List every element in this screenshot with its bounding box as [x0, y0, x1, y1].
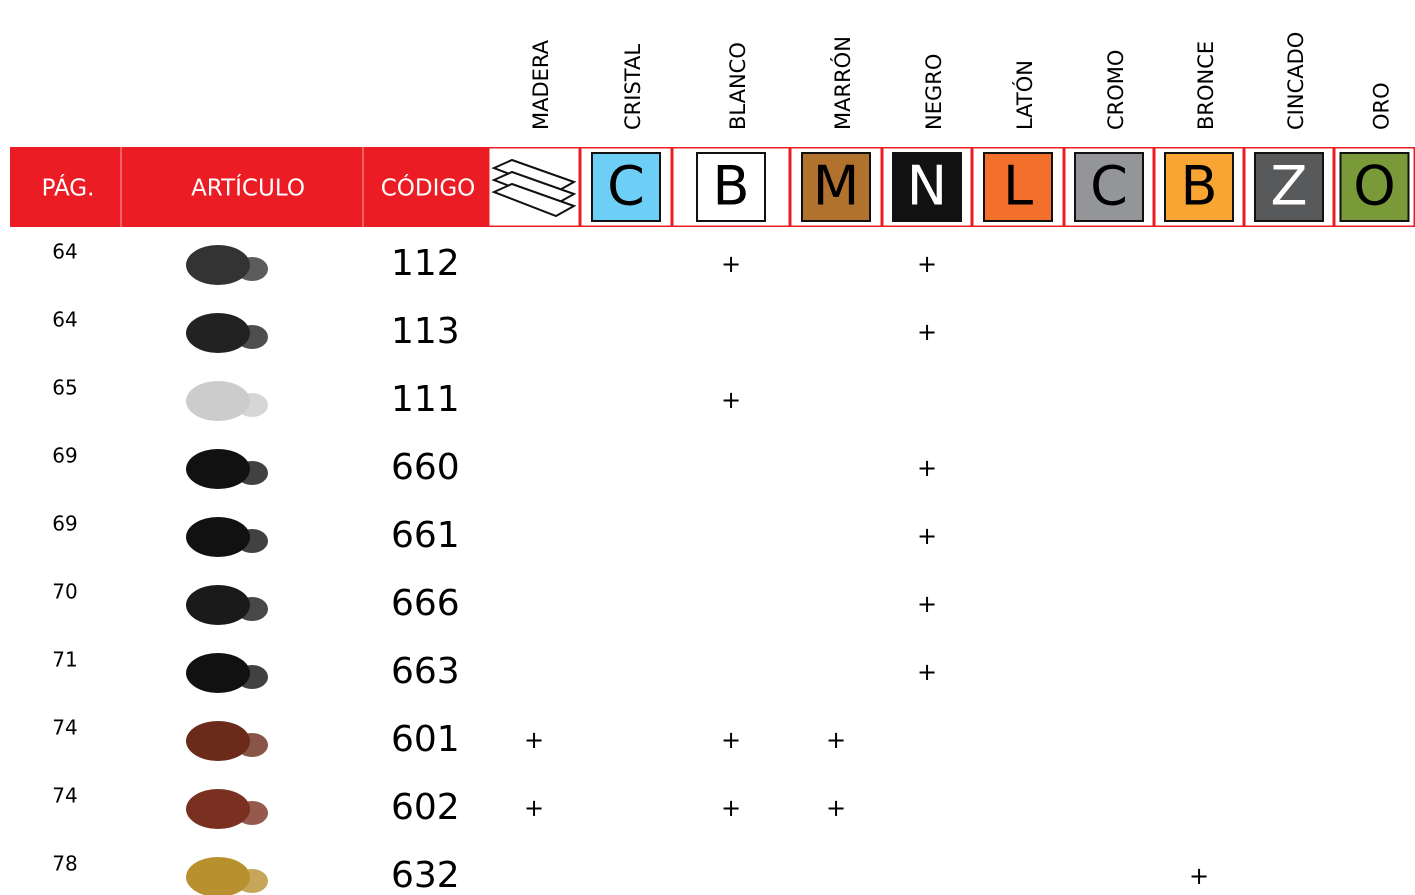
article-code: 111 [391, 379, 460, 420]
page-number: 69 [52, 512, 77, 536]
availability-mark: + [524, 794, 544, 822]
header-cell: ARTÍCULO [191, 174, 305, 202]
availability-mark: + [1189, 862, 1209, 890]
availability-mark: + [917, 250, 937, 278]
article-code: 666 [391, 583, 460, 624]
availability-mark: + [917, 522, 937, 550]
product-shape [236, 325, 268, 349]
availability-mark: + [721, 250, 741, 278]
product-shape [236, 733, 268, 757]
product-image [186, 245, 268, 285]
swatch-letter: B [712, 155, 749, 218]
header-cell: PÁG. [42, 174, 95, 202]
product-image [186, 585, 268, 625]
product-shape [236, 393, 268, 417]
color-name: CRISTAL [621, 44, 645, 130]
article-code: 660 [391, 447, 460, 488]
availability-mark: + [917, 454, 937, 482]
product-image [186, 517, 268, 557]
article-code: 112 [391, 243, 460, 284]
product-shape [236, 869, 268, 893]
swatch [1254, 152, 1324, 222]
article-code: 632 [391, 855, 460, 895]
availability-mark: + [826, 794, 846, 822]
swatch [983, 152, 1053, 222]
page-number: 64 [52, 308, 77, 332]
availability-mark: + [721, 386, 741, 414]
swatch-letter: O [1353, 155, 1396, 218]
color-name: ORO [1370, 82, 1394, 130]
product-shape [236, 665, 268, 689]
color-name: MADERA [529, 39, 553, 130]
article-code: 663 [391, 651, 460, 692]
product-image [186, 449, 268, 489]
article-code: 661 [391, 515, 460, 556]
page-number: 70 [52, 580, 77, 604]
product-shape [186, 857, 250, 895]
swatch [1074, 152, 1144, 222]
product-image [186, 857, 268, 895]
article-code: 113 [391, 311, 460, 352]
color-name: CROMO [1104, 50, 1128, 130]
product-shape [186, 585, 250, 625]
product-shape [186, 381, 250, 421]
page-number: 69 [52, 444, 77, 468]
swatch-letter: Z [1271, 155, 1308, 218]
product-shape [236, 801, 268, 825]
product-shape [186, 789, 250, 829]
swatch [892, 152, 962, 222]
page-number: 78 [52, 852, 77, 876]
product-image [186, 789, 268, 829]
availability-mark: + [524, 726, 544, 754]
swatch-letter: C [607, 155, 645, 218]
swatch [1164, 152, 1234, 222]
color-name: BLANCO [726, 42, 750, 130]
product-shape [186, 721, 250, 761]
color-name: MARRÓN [830, 36, 855, 130]
product-image [186, 381, 268, 421]
article-code: 601 [391, 719, 460, 760]
product-image [186, 313, 268, 353]
page-number: 71 [52, 648, 77, 672]
availability-mark: + [826, 726, 846, 754]
availability-mark: + [917, 658, 937, 686]
swatch [696, 152, 766, 222]
swatch-letter: C [1090, 155, 1128, 218]
product-shape [236, 597, 268, 621]
availability-mark: + [917, 590, 937, 618]
swatch-letter: B [1180, 155, 1217, 218]
color-name: NEGRO [922, 54, 946, 130]
article-code: 602 [391, 787, 460, 828]
page-number: 64 [52, 240, 77, 264]
product-image [186, 653, 268, 693]
product-shape [236, 529, 268, 553]
product-shape [236, 461, 268, 485]
color-name: CINCADO [1284, 32, 1308, 130]
color-name: BRONCE [1194, 41, 1218, 130]
wood-plank [491, 182, 577, 218]
swatch-letter: N [907, 155, 947, 218]
product-shape [236, 257, 268, 281]
wood-icon [491, 158, 577, 218]
product-shape [186, 313, 250, 353]
swatch-letter: M [813, 155, 860, 218]
product-shape [186, 517, 250, 557]
page-number: 74 [52, 716, 77, 740]
product-shape [186, 449, 250, 489]
swatch [1339, 152, 1410, 222]
availability-mark: + [917, 318, 937, 346]
swatch-letter: L [1003, 155, 1033, 218]
product-image [186, 721, 268, 761]
color-name: LATÓN [1012, 60, 1037, 130]
swatch [591, 152, 661, 222]
availability-mark: + [721, 794, 741, 822]
product-shape [186, 653, 250, 693]
header-cell: CÓDIGO [381, 174, 476, 202]
product-shape [186, 245, 250, 285]
page-number: 65 [52, 376, 77, 400]
availability-mark: + [721, 726, 741, 754]
page-number: 74 [52, 784, 77, 808]
swatch [801, 152, 871, 222]
